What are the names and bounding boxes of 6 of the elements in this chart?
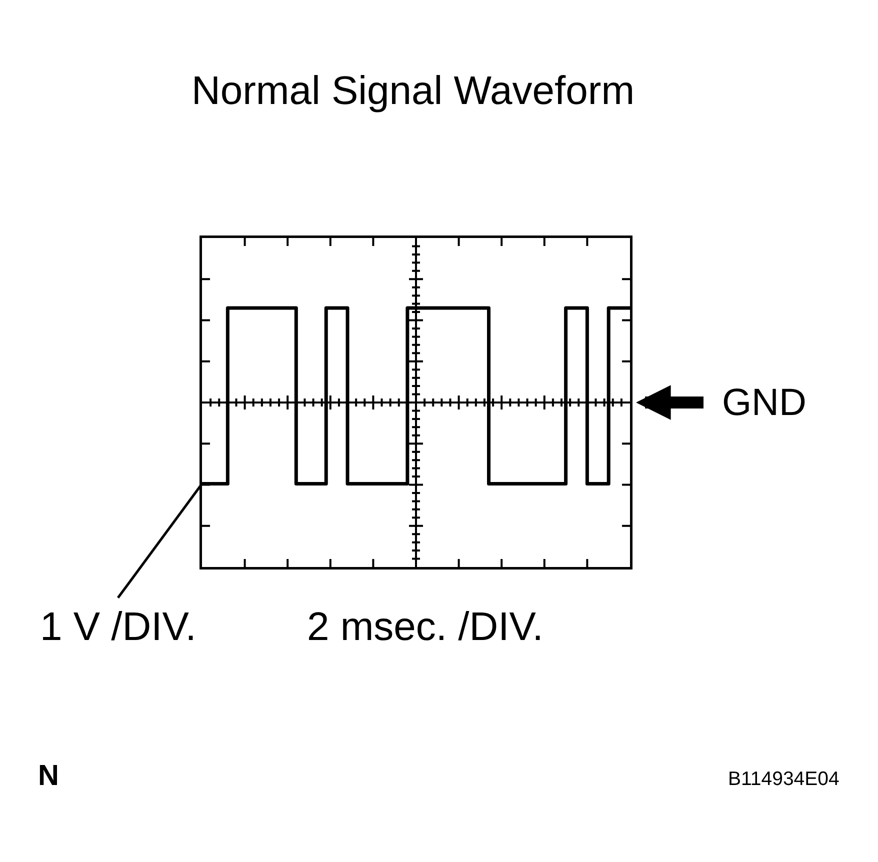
x-axis-title: 2 msec. /DIV. bbox=[307, 605, 544, 649]
text: N bbox=[38, 760, 59, 792]
y-axis-title: 1 V /DIV. bbox=[40, 605, 196, 649]
ref-line-label: GND bbox=[722, 382, 806, 424]
chart-title: Normal Signal Waveform bbox=[191, 69, 635, 113]
text: B114934E04 bbox=[728, 768, 840, 790]
